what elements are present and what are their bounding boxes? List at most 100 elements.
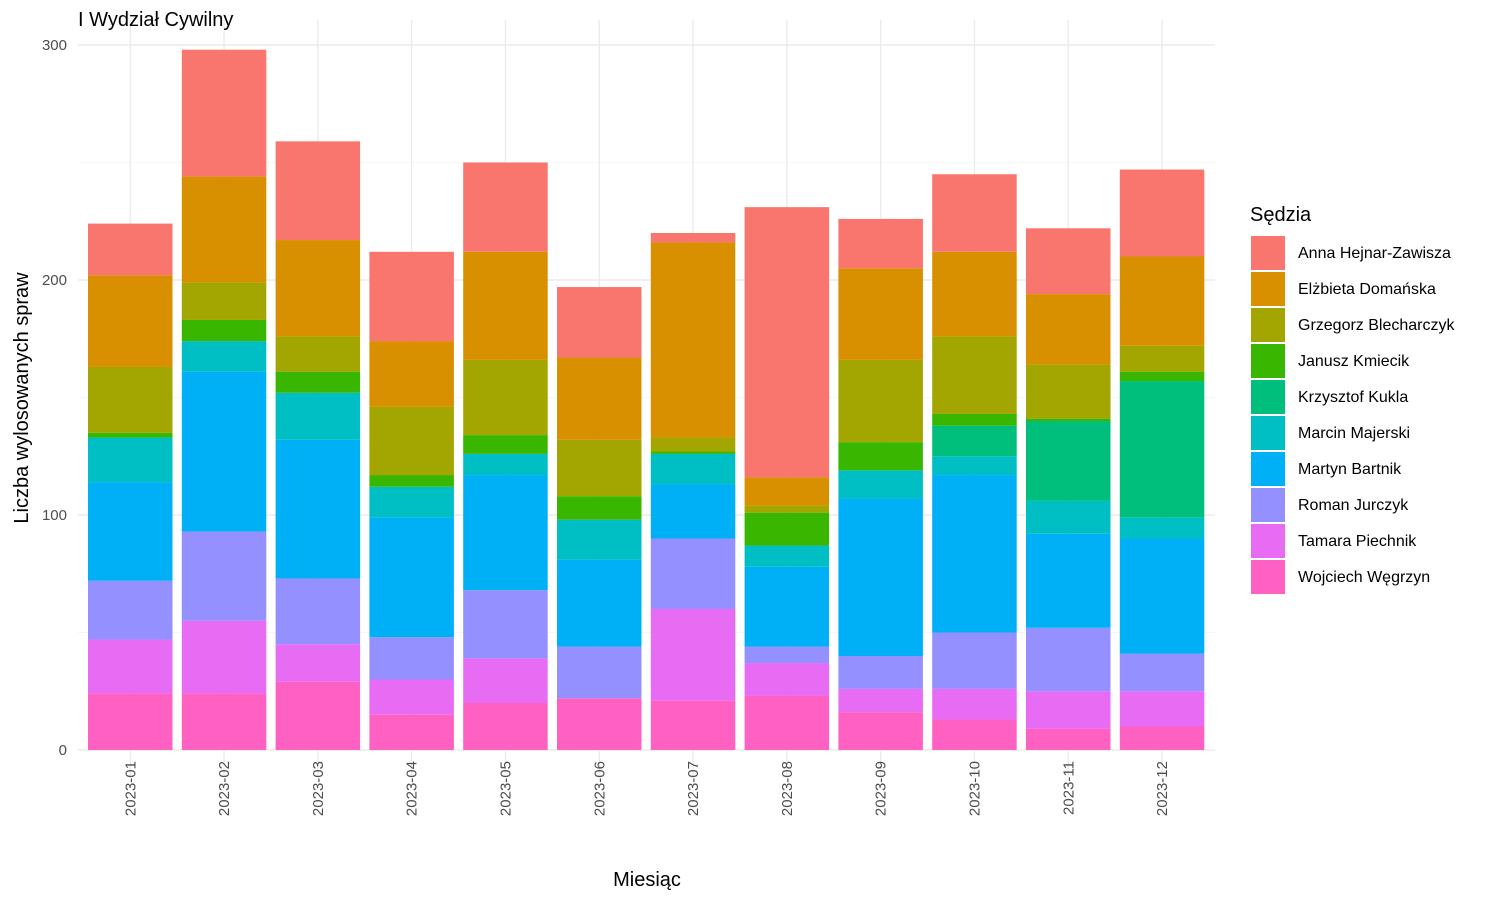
bar-segment: [932, 174, 1017, 252]
bar-segment: [932, 425, 1017, 457]
bar-segment: [88, 437, 173, 483]
bar-segment: [1119, 691, 1205, 727]
bar-segment: [275, 371, 361, 393]
bar-segment: [275, 141, 361, 241]
bar-segment: [650, 484, 736, 539]
bar-segment: [1119, 371, 1205, 382]
x-tick-label: 2023-04: [404, 761, 421, 816]
y-axis-title: Liczba wylosowanych spraw: [11, 272, 33, 524]
bar-segment: [88, 482, 173, 581]
bar-segment: [932, 456, 1017, 476]
bar-segment: [463, 703, 548, 750]
bar-segment: [744, 566, 830, 647]
x-axis-ticks: 2023-01 2023-02 2023-03 2023-04 2023-05 2023-…: [122, 761, 1171, 816]
bars: [88, 49, 1205, 750]
y-tick-label: 100: [42, 507, 67, 524]
bar-segment: [463, 590, 548, 659]
legend-label: Wojciech Węgrzyn: [1298, 569, 1430, 586]
bar-segment: [275, 439, 361, 579]
bar-segment: [838, 442, 923, 471]
bar-segment: [557, 559, 642, 647]
bar-segment: [1119, 653, 1205, 692]
x-axis-title: Miesiąc: [613, 869, 681, 891]
bar-segment: [275, 392, 361, 440]
bar-segment: [88, 275, 173, 367]
x-tick-label: 2023-10: [966, 761, 983, 816]
bar-segment: [1119, 381, 1205, 518]
x-tick-label: 2023-11: [1060, 761, 1077, 815]
bar-segment: [275, 578, 361, 645]
bar-segment: [88, 580, 173, 640]
bar-segment: [463, 475, 548, 591]
bar-segment: [838, 498, 923, 656]
legend-label: Marcin Majerski: [1298, 425, 1410, 442]
legend-key: [1251, 452, 1285, 486]
bar-segment: [932, 251, 1017, 337]
bar-segment: [838, 268, 923, 360]
bar-segment: [369, 637, 454, 680]
bar-segment: [932, 719, 1017, 750]
bar-segment: [557, 519, 642, 560]
bar-segment: [181, 371, 267, 532]
bar-segment: [557, 287, 642, 358]
legend-label: Roman Jurczyk: [1298, 497, 1409, 514]
bar-segment: [1026, 728, 1111, 750]
bar-segment: [1026, 228, 1111, 295]
bar-segment: [369, 517, 454, 638]
bar-segment: [369, 406, 454, 476]
legend-key: [1251, 272, 1285, 306]
bar-segment: [650, 233, 736, 243]
bar-segment: [838, 688, 923, 713]
bar-segment: [275, 240, 361, 337]
bar-segment: [1119, 256, 1205, 346]
bar-segment: [181, 176, 267, 283]
bar-segment: [181, 693, 267, 750]
bar-segment: [181, 531, 267, 621]
x-tick-label: 2023-06: [591, 761, 608, 816]
bar-segment: [369, 251, 454, 342]
bar-segment: [369, 486, 454, 518]
y-axis-ticks: 0 100 200 300: [42, 37, 67, 759]
bar-segment: [557, 646, 642, 699]
bar-segment: [838, 712, 923, 750]
bar-segment: [650, 538, 736, 609]
bar-segment: [744, 505, 830, 513]
legend-label: Grzegorz Blecharczyk: [1298, 317, 1455, 334]
bar-segment: [463, 453, 548, 476]
bar-segment: [1119, 169, 1205, 257]
bar-segment: [557, 439, 642, 497]
bar-segment: [650, 609, 736, 701]
bar-segment: [1026, 421, 1111, 501]
x-tick-label: 2023-12: [1154, 761, 1171, 816]
bar-segment: [650, 453, 736, 485]
bar-segment: [88, 223, 173, 276]
legend-key: [1251, 344, 1285, 378]
bar-segment: [369, 714, 454, 750]
bar-segment: [838, 218, 923, 269]
bar-segment: [1026, 627, 1111, 692]
chart-title: I Wydział Cywilny: [78, 9, 233, 31]
bar-segment: [744, 646, 830, 664]
legend-label: Janusz Kmiecik: [1298, 353, 1410, 370]
bar-segment: [650, 700, 736, 750]
bar-segment: [1119, 517, 1205, 539]
bar-segment: [181, 341, 267, 372]
bar-segment: [463, 162, 548, 252]
bar-segment: [744, 695, 830, 750]
bar-segment: [369, 475, 454, 487]
bar-segment: [369, 679, 454, 715]
bar-segment: [88, 366, 173, 433]
bar-segment: [557, 357, 642, 440]
bar-segment: [463, 251, 548, 360]
legend-label: Tamara Piechnik: [1298, 533, 1417, 550]
y-tick-label: 300: [42, 37, 67, 54]
y-tick-label: 200: [42, 272, 67, 289]
bar-segment: [650, 437, 736, 452]
bar-segment: [1119, 726, 1205, 750]
legend-label: Anna Hejnar-Zawisza: [1298, 245, 1451, 262]
bar-segment: [88, 693, 173, 750]
bar-segment: [932, 688, 1017, 720]
bar-segment: [557, 496, 642, 520]
bar-segment: [1026, 418, 1111, 421]
